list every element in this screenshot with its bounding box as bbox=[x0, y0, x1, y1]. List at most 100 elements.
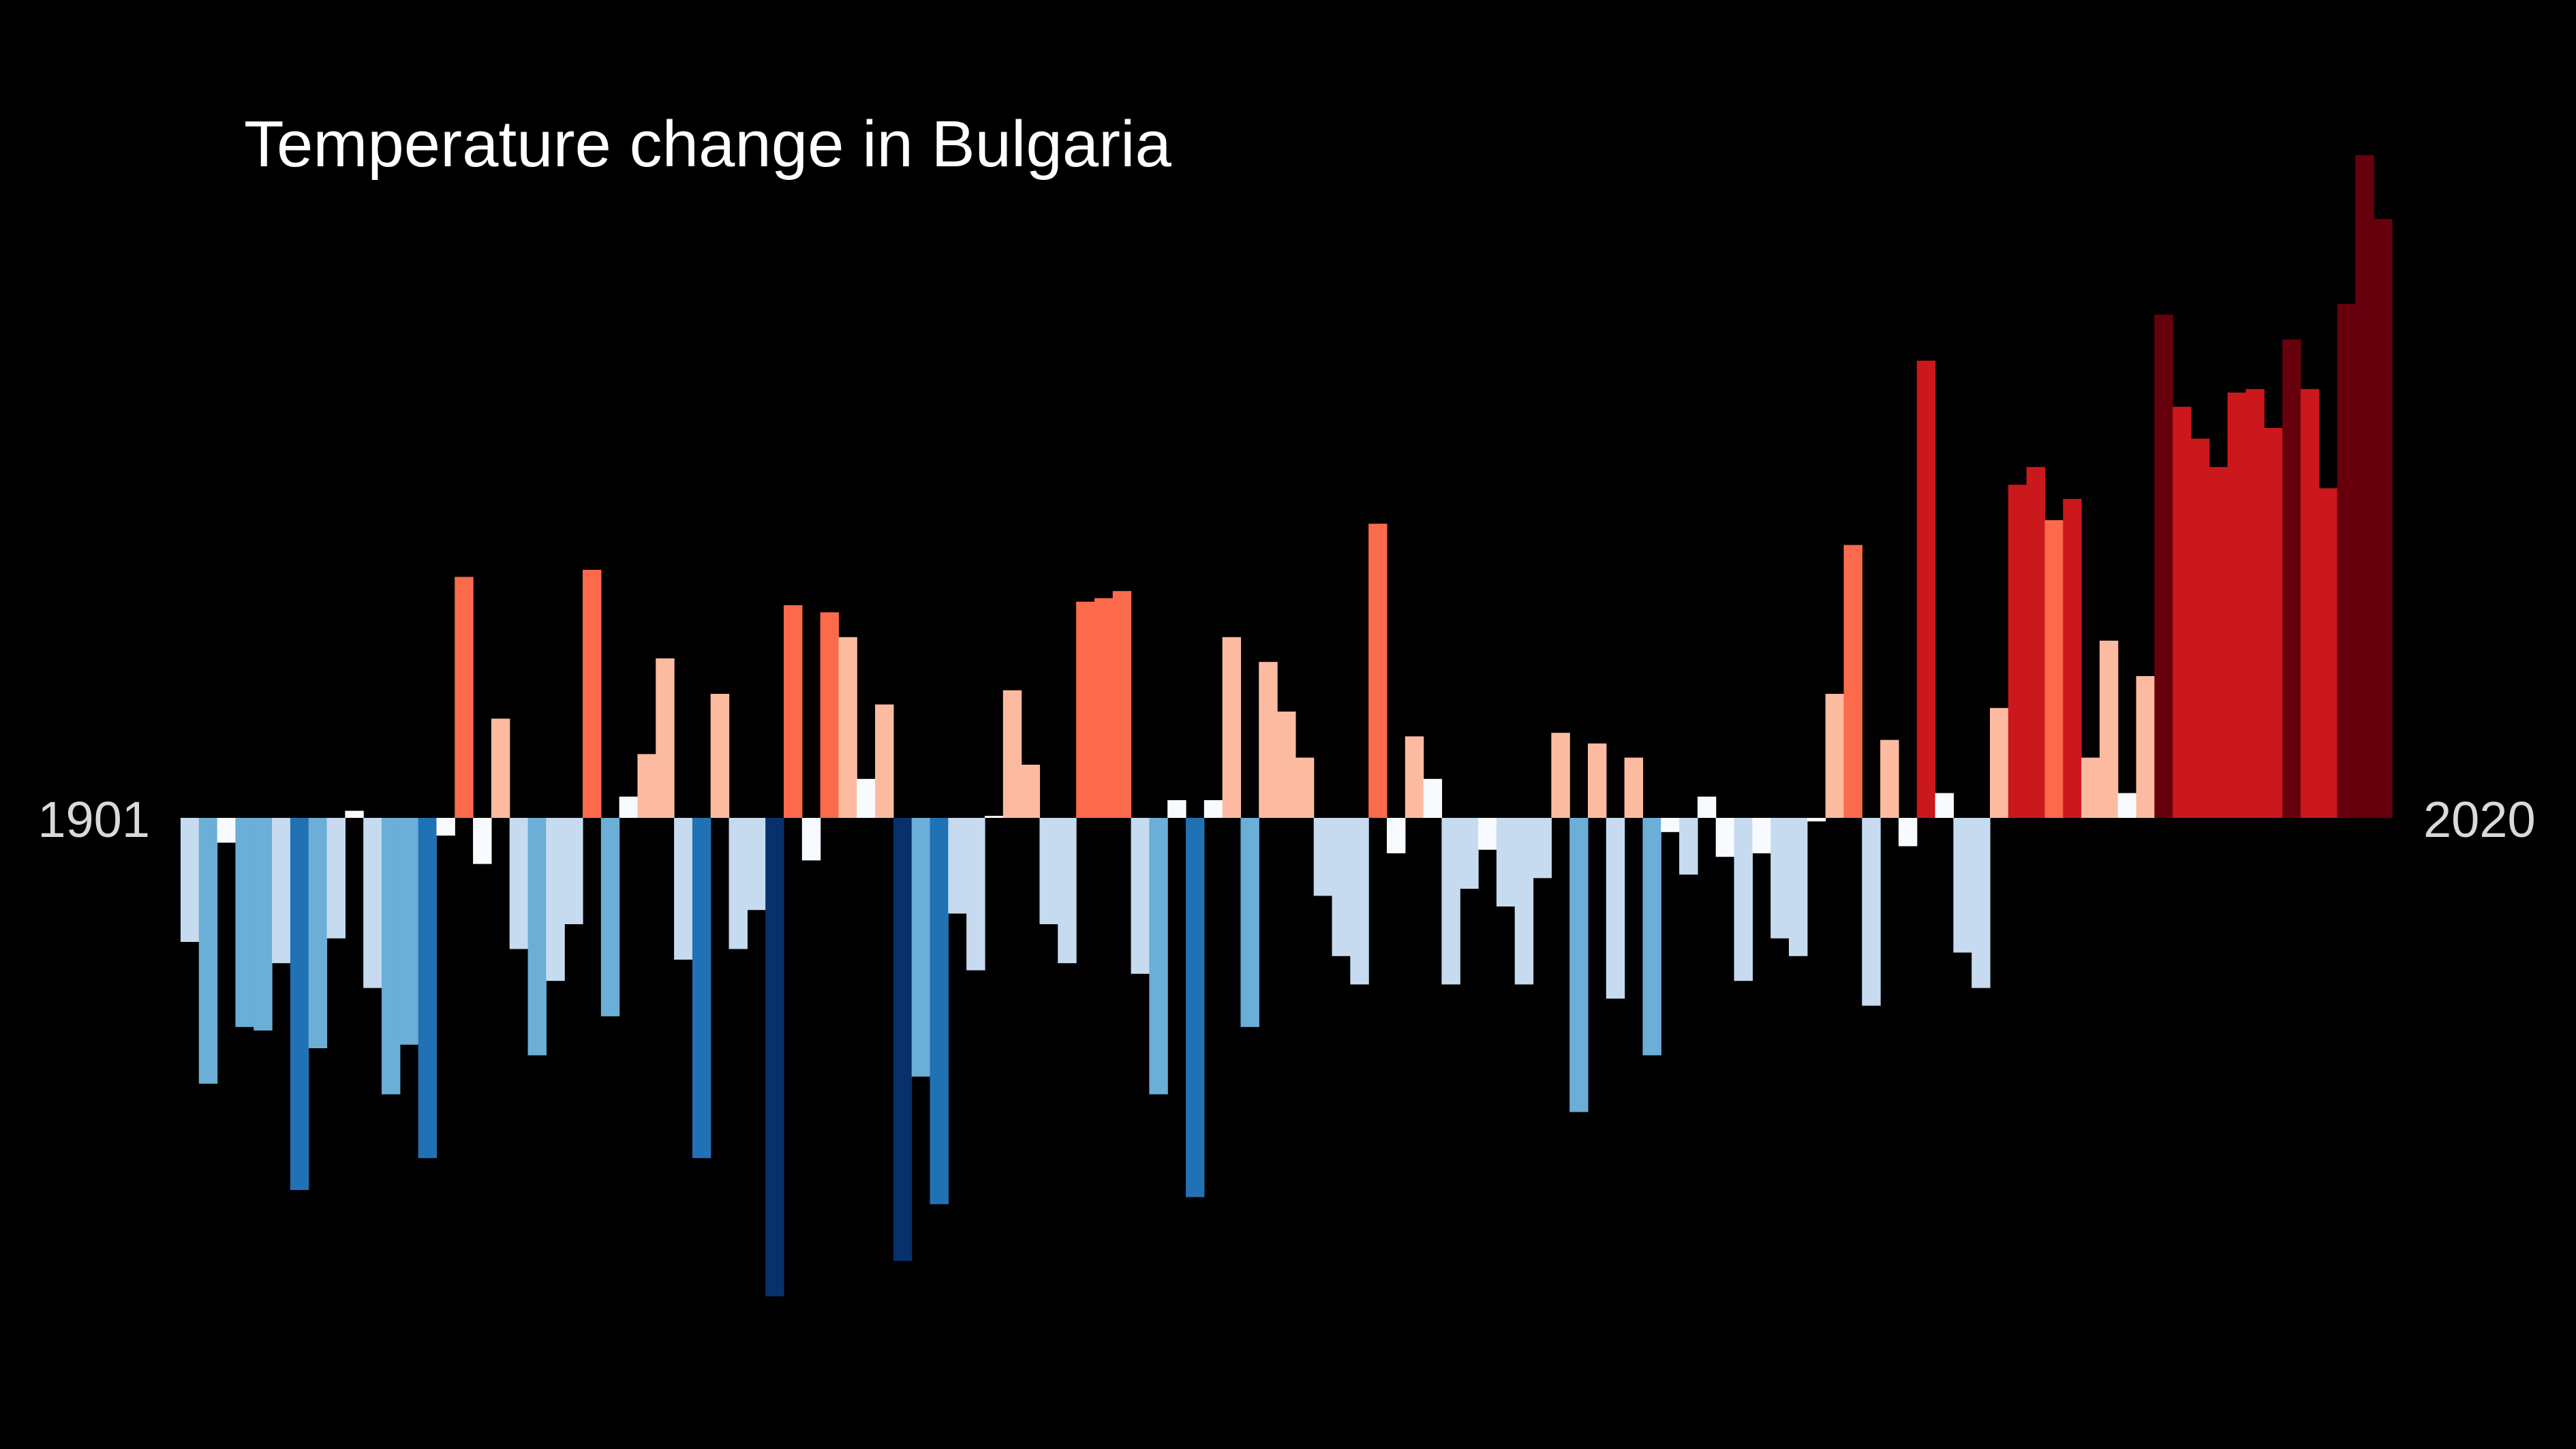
year-bar-1911 bbox=[363, 818, 382, 988]
year-bar-1979 bbox=[1606, 818, 1625, 999]
year-bar-1945 bbox=[985, 816, 1004, 818]
year-bar-1987 bbox=[1752, 818, 1771, 853]
year-bar-1996 bbox=[1916, 361, 1936, 818]
year-bar-1927 bbox=[656, 658, 675, 818]
year-bar-1919 bbox=[509, 818, 529, 949]
year-bar-1924 bbox=[600, 818, 620, 1017]
year-bar-1909 bbox=[326, 818, 346, 939]
year-bar-1913 bbox=[399, 818, 419, 1045]
year-bar-1993 bbox=[1862, 818, 1881, 1006]
year-bar-2010 bbox=[2173, 406, 2192, 818]
year-bar-2005 bbox=[2081, 757, 2100, 818]
year-bar-1964 bbox=[1332, 818, 1351, 956]
year-bar-2019 bbox=[2337, 304, 2356, 818]
year-bar-1910 bbox=[345, 810, 364, 818]
year-bar-1948 bbox=[1039, 818, 1058, 924]
year-bar-1972 bbox=[1478, 818, 1497, 850]
year-bar-1926 bbox=[637, 754, 656, 818]
year-bar-2000 bbox=[1990, 707, 2009, 818]
year-bar-1990 bbox=[1807, 818, 1826, 822]
year-bar-1903 bbox=[217, 818, 236, 843]
year-bar-1946 bbox=[1002, 690, 1022, 818]
year-bar-1955 bbox=[1167, 800, 1186, 818]
year-bar-1961 bbox=[1277, 712, 1296, 818]
year-bar-1904 bbox=[235, 818, 254, 1027]
year-bar-1963 bbox=[1313, 818, 1333, 896]
year-bar-2021 bbox=[2374, 219, 2393, 818]
year-bar-1969 bbox=[1423, 778, 1443, 818]
chart-title: Temperature change in Bulgaria bbox=[244, 108, 1171, 181]
year-bar-1914 bbox=[418, 818, 438, 1159]
year-bar-2020 bbox=[2355, 155, 2374, 819]
year-bar-1936 bbox=[820, 612, 840, 818]
year-bar-1922 bbox=[564, 818, 583, 924]
year-bar-1959 bbox=[1240, 818, 1259, 1027]
year-bar-1931 bbox=[729, 818, 748, 949]
year-bar-1938 bbox=[857, 778, 876, 818]
year-bar-1975 bbox=[1533, 818, 1552, 879]
year-bar-1918 bbox=[491, 718, 510, 818]
year-bar-1973 bbox=[1496, 818, 1516, 906]
year-bar-1962 bbox=[1295, 757, 1315, 818]
year-bar-1957 bbox=[1203, 800, 1223, 818]
year-bar-2015 bbox=[2264, 428, 2283, 818]
year-bar-1967 bbox=[1387, 818, 1406, 853]
year-bar-1908 bbox=[308, 818, 328, 1048]
year-bar-1907 bbox=[290, 818, 309, 1190]
year-bar-1988 bbox=[1770, 818, 1790, 939]
year-bar-1995 bbox=[1898, 818, 1918, 846]
year-bar-1929 bbox=[692, 818, 711, 1159]
year-bar-1917 bbox=[473, 818, 492, 864]
year-bar-1991 bbox=[1825, 694, 1845, 818]
year-bar-1965 bbox=[1350, 818, 1369, 985]
year-bar-1921 bbox=[546, 818, 565, 981]
year-bar-2002 bbox=[2026, 467, 2046, 818]
year-bar-1940 bbox=[893, 818, 913, 1261]
year-bar-2014 bbox=[2245, 388, 2265, 818]
year-bar-1950 bbox=[1076, 601, 1095, 818]
year-bar-1902 bbox=[198, 818, 218, 1084]
year-bar-1925 bbox=[619, 796, 639, 818]
year-bar-1983 bbox=[1679, 818, 1698, 875]
year-bar-1956 bbox=[1186, 818, 1205, 1198]
year-bar-1941 bbox=[911, 818, 931, 1077]
year-bar-1954 bbox=[1149, 818, 1168, 1095]
year-bar-1901 bbox=[181, 818, 200, 942]
year-bar-1923 bbox=[583, 570, 602, 818]
year-bar-1989 bbox=[1789, 818, 1808, 956]
year-bar-1970 bbox=[1441, 818, 1460, 985]
year-bar-1947 bbox=[1021, 765, 1041, 818]
year-bar-1966 bbox=[1368, 523, 1387, 818]
year-bar-1915 bbox=[436, 818, 455, 836]
year-bar-2016 bbox=[2282, 339, 2301, 818]
year-bar-1951 bbox=[1094, 598, 1114, 818]
year-bar-1920 bbox=[527, 818, 547, 1056]
year-bar-1985 bbox=[1715, 818, 1735, 857]
year-bar-1984 bbox=[1697, 796, 1717, 818]
year-bar-1935 bbox=[801, 818, 821, 861]
year-bar-2017 bbox=[2300, 388, 2320, 818]
year-bar-1997 bbox=[1935, 793, 1954, 818]
bar-series bbox=[181, 155, 2393, 1296]
year-bar-2003 bbox=[2044, 520, 2064, 818]
year-bar-1977 bbox=[1569, 818, 1589, 1112]
year-bar-1976 bbox=[1551, 733, 1570, 818]
year-bar-1960 bbox=[1259, 662, 1278, 818]
year-bar-1978 bbox=[1588, 743, 1607, 818]
year-bar-2011 bbox=[2191, 438, 2210, 818]
year-bar-1998 bbox=[1953, 818, 1972, 953]
year-bar-1905 bbox=[254, 818, 273, 1031]
year-bar-1952 bbox=[1112, 591, 1132, 818]
year-bar-1934 bbox=[784, 605, 803, 818]
year-bar-1981 bbox=[1642, 818, 1661, 1056]
year-bar-2001 bbox=[2008, 485, 2027, 818]
year-bar-2006 bbox=[2099, 641, 2119, 818]
year-bar-1999 bbox=[1972, 818, 1991, 988]
year-bar-1906 bbox=[272, 818, 291, 964]
year-bar-2013 bbox=[2227, 393, 2247, 818]
year-bar-1958 bbox=[1222, 637, 1242, 818]
year-bar-2007 bbox=[2117, 793, 2137, 818]
year-bar-1949 bbox=[1058, 818, 1077, 964]
year-bar-1992 bbox=[1843, 545, 1862, 818]
